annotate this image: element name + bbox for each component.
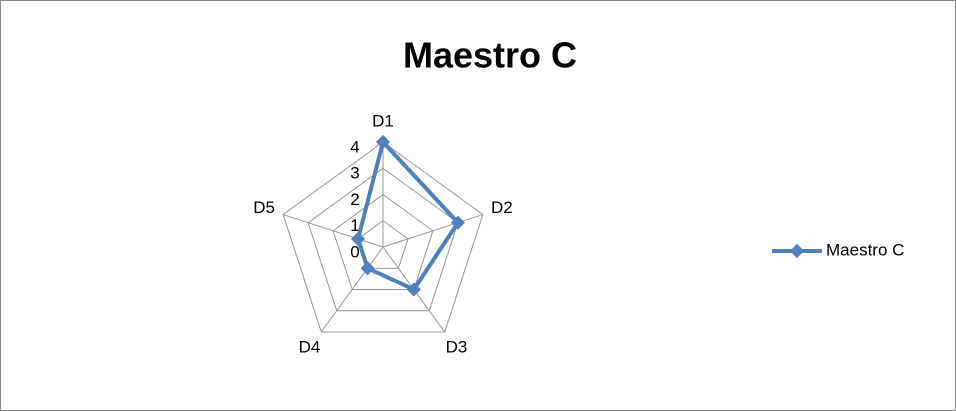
axis-tick-label: 0 bbox=[350, 242, 359, 261]
spoke bbox=[282, 214, 384, 248]
axis-tick-label: 1 bbox=[350, 216, 359, 235]
spoke bbox=[320, 246, 384, 333]
category-label: D2 bbox=[491, 198, 513, 217]
grid-ring bbox=[282, 141, 484, 333]
grid-ring bbox=[307, 167, 459, 312]
category-label: D3 bbox=[446, 338, 468, 357]
axis-tick-label: 2 bbox=[350, 190, 359, 209]
category-label: D1 bbox=[372, 111, 394, 130]
grid-ring bbox=[357, 220, 409, 269]
data-point bbox=[360, 261, 375, 276]
category-label: D4 bbox=[299, 338, 321, 357]
chart-title: Maestro C bbox=[403, 35, 577, 76]
axis-tick-label: 4 bbox=[350, 137, 359, 156]
legend-marker bbox=[789, 243, 805, 259]
axis-tick-label: 3 bbox=[350, 164, 359, 183]
grid-ring bbox=[332, 193, 434, 290]
data-point bbox=[350, 231, 366, 246]
data-point bbox=[406, 282, 421, 297]
spoke bbox=[382, 214, 484, 248]
category-label: D5 bbox=[253, 198, 275, 217]
data-point bbox=[375, 134, 391, 150]
legend-label: Maestro C bbox=[826, 240, 904, 259]
series-line bbox=[356, 140, 460, 292]
data-point bbox=[450, 215, 465, 230]
